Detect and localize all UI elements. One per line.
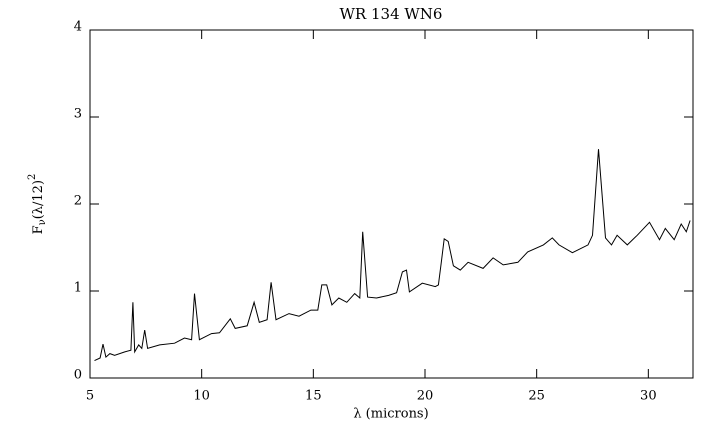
x-tick-label: 20 — [417, 389, 434, 404]
y-tick-label: 2 — [74, 194, 82, 209]
y-tick-label: 0 — [74, 368, 82, 383]
x-tick-label: 30 — [640, 389, 657, 404]
x-tick-label: 15 — [305, 389, 322, 404]
y-tick-label: 4 — [74, 20, 82, 35]
y-tick-label: 3 — [74, 107, 82, 122]
x-tick-label: 25 — [528, 389, 545, 404]
spectrum-line — [94, 149, 691, 362]
x-axis-label: λ (microns) — [353, 407, 428, 422]
y-tick-label: 1 — [74, 281, 82, 296]
x-tick-label: 10 — [193, 389, 210, 404]
chart-title: WR 134 WN6 — [340, 5, 443, 23]
x-tick-label: 5 — [86, 389, 94, 404]
y-axis-label: Fν(λ/12)2 — [27, 174, 48, 235]
